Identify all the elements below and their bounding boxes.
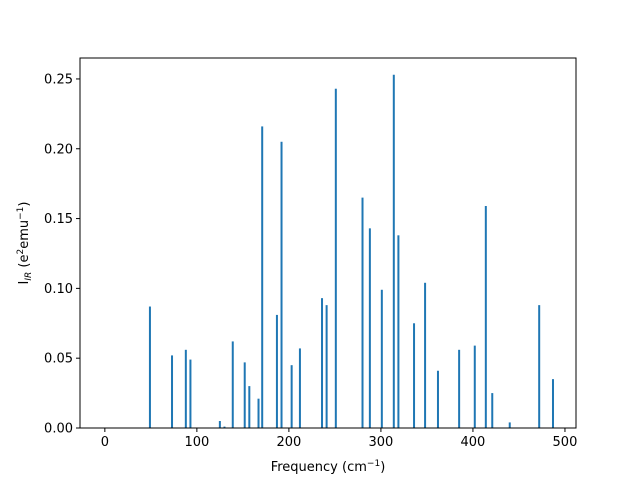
plot-area (80, 58, 576, 428)
bar (413, 323, 416, 428)
y-tick-label: 0.25 (44, 72, 73, 87)
bar (171, 355, 174, 428)
y-tick-label: 0.00 (44, 422, 73, 437)
bar (189, 359, 192, 428)
x-tick-label: 400 (461, 435, 486, 450)
bar (184, 349, 187, 428)
bar (491, 393, 494, 428)
bar (218, 421, 221, 428)
bar (280, 141, 283, 428)
bar (257, 398, 260, 428)
y-tick-label: 0.20 (44, 142, 73, 157)
bar (380, 289, 383, 428)
x-tick-label: 500 (553, 435, 578, 450)
bars-group (148, 74, 554, 429)
y-axis-label: IIR (e2emu−1) (16, 202, 34, 285)
x-tick-label: 300 (368, 435, 393, 450)
bar (508, 422, 511, 428)
bar (368, 228, 371, 428)
bar (551, 379, 554, 428)
bar (298, 348, 301, 428)
bar (397, 235, 400, 428)
plot-frame (79, 57, 577, 429)
y-tick-label: 0.15 (44, 212, 73, 227)
x-tick-label: 100 (184, 435, 209, 450)
bar (424, 282, 427, 428)
y-tick-label: 0.10 (44, 282, 73, 297)
bar (290, 365, 293, 428)
x-tick-label: 0 (101, 435, 109, 450)
bar (392, 74, 395, 428)
bar (148, 306, 151, 428)
bar (436, 370, 439, 428)
bar (275, 314, 278, 428)
bar (538, 305, 541, 428)
bar (484, 206, 487, 428)
bar (458, 349, 461, 428)
bar (361, 197, 364, 428)
bar (261, 126, 264, 429)
bar (243, 362, 246, 428)
y-tick-label: 0.05 (44, 352, 73, 367)
bar (334, 88, 337, 428)
bar (321, 298, 324, 428)
bar (248, 386, 251, 428)
x-axis-ticks: 0 100 200 300 400 500 (101, 428, 578, 450)
bar (231, 341, 234, 428)
x-axis-label: Frequency (cm−1) (271, 459, 386, 475)
bar (473, 345, 476, 428)
bar (223, 426, 226, 428)
bar (325, 305, 328, 428)
x-tick-label: 200 (276, 435, 301, 450)
y-axis-ticks: 0.00 0.05 0.10 0.15 0.20 0.25 (44, 72, 80, 437)
